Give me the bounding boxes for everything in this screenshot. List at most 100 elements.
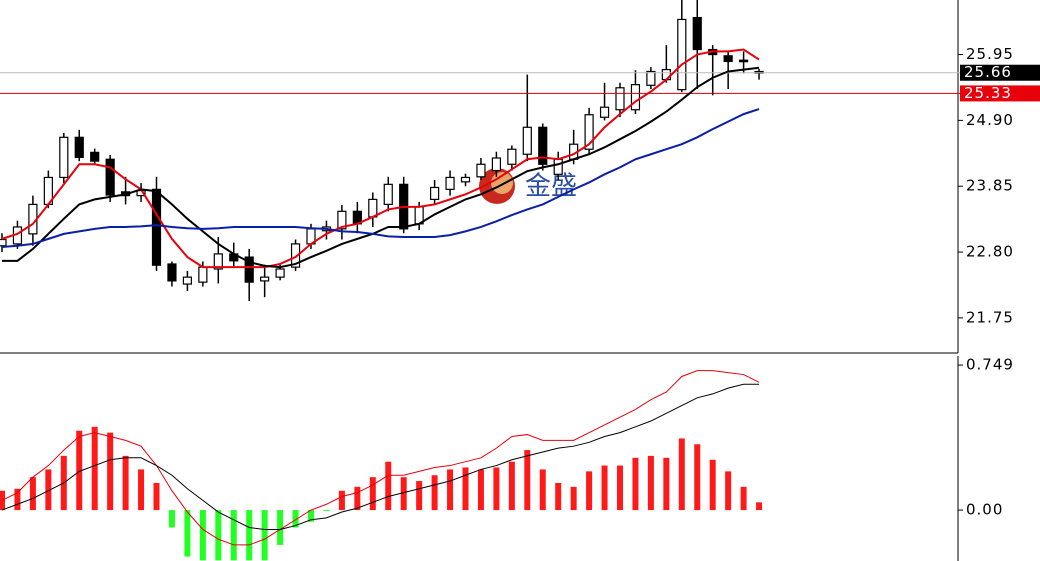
candle-body: [383, 183, 393, 206]
candle-body: [275, 268, 285, 278]
moving-average: [2, 66, 760, 269]
macd-bar: [138, 469, 145, 511]
macd-bar: [122, 455, 129, 511]
macd-bar: [385, 461, 392, 511]
candle-body: [74, 136, 84, 158]
candle-body: [105, 158, 115, 196]
candle-body: [615, 87, 625, 111]
macd-bar: [230, 510, 237, 561]
y-tick-label: 22.80: [966, 243, 1014, 261]
price-tag-label: 25.33: [964, 84, 1012, 102]
candle-body: [538, 126, 548, 165]
macd-bar: [756, 502, 763, 511]
y-tick-label: 23.85: [966, 177, 1014, 195]
macd-bar: [338, 490, 345, 511]
macd-bar: [323, 510, 330, 512]
candle-body: [630, 84, 641, 111]
macd-bar: [694, 444, 701, 511]
macd-bar: [617, 465, 623, 511]
macd-bar: [292, 510, 299, 528]
candle-body: [692, 16, 702, 51]
macd-bar: [477, 469, 484, 511]
y-tick-label: 0.00: [966, 501, 1003, 519]
macd-bar: [462, 467, 469, 511]
macd-bar: [369, 477, 376, 511]
candle-body: [290, 243, 301, 268]
macd-bar: [709, 459, 716, 511]
candle-body: [198, 266, 208, 283]
macd-bar: [246, 510, 253, 561]
macd-bar: [215, 510, 222, 561]
candle-body: [646, 70, 656, 86]
macd-bar: [539, 469, 546, 511]
y-tick-label: 0.749: [966, 356, 1014, 374]
candle-body: [599, 106, 610, 118]
macd-bar: [555, 482, 562, 511]
macd-bar: [168, 510, 175, 528]
candle-body: [553, 158, 563, 175]
macd-bar: [14, 488, 21, 511]
macd-bar: [91, 426, 98, 511]
candle-body: [59, 136, 69, 179]
candle-body: [213, 253, 223, 270]
macd-bar: [663, 457, 670, 511]
candle-body: [522, 126, 532, 155]
candle-body: [368, 198, 378, 218]
moving-average: [1, 108, 760, 249]
macd-bar: [647, 455, 654, 511]
macd-bar: [725, 471, 732, 511]
candle-body: [0, 238, 7, 247]
macd-bar: [308, 510, 314, 522]
macd-bar: [354, 486, 361, 511]
candle-body: [738, 59, 749, 63]
watermark: 金盛: [525, 172, 577, 202]
candle-body: [507, 148, 517, 165]
macd-bar: [107, 432, 114, 511]
macd-bar: [76, 430, 83, 511]
macd-bar: [261, 510, 268, 561]
macd-bar: [508, 461, 515, 511]
candle-body: [182, 276, 192, 285]
macd-bar: [678, 438, 685, 511]
macd-bar: [29, 477, 36, 511]
candle-body: [723, 55, 733, 63]
macd-plot: [0, 370, 763, 561]
macd-bar: [400, 477, 407, 511]
moving-average: [1, 48, 760, 269]
macd-bar: [447, 469, 454, 511]
candle-body: [476, 163, 486, 178]
price-plot: 金盛: [0, 0, 764, 301]
macd-bar: [277, 510, 284, 545]
macd-bar: [524, 450, 531, 511]
macd-bar: [632, 457, 639, 511]
macd-line: [1, 383, 760, 530]
ma-lines: [1, 48, 760, 269]
y-tick-label: 21.75: [966, 308, 1014, 326]
macd-bar: [601, 465, 608, 511]
macd-bar: [184, 510, 191, 557]
candle-body: [584, 114, 594, 150]
candle-body: [677, 18, 687, 91]
macd-bar: [586, 471, 593, 511]
macd-bar: [153, 482, 160, 511]
price-tag: [960, 85, 1040, 102]
candle-body: [460, 176, 471, 183]
candle-body: [167, 263, 177, 282]
candle-body: [151, 188, 162, 266]
macd-bar: [199, 510, 206, 561]
macd-bar: [431, 475, 438, 511]
price-tag-label: 25.66: [964, 63, 1012, 81]
candle-body: [90, 151, 100, 162]
price-tag: [960, 64, 1040, 81]
candle-body: [337, 210, 347, 230]
macd-bar: [45, 469, 52, 511]
candle-body: [491, 157, 501, 172]
macd-bar: [570, 486, 577, 511]
y-tick-label: 25.95: [966, 45, 1014, 63]
candle-body: [430, 186, 440, 200]
macd-line: [1, 370, 760, 546]
candle-body: [260, 276, 270, 282]
macd-bar: [416, 481, 423, 511]
